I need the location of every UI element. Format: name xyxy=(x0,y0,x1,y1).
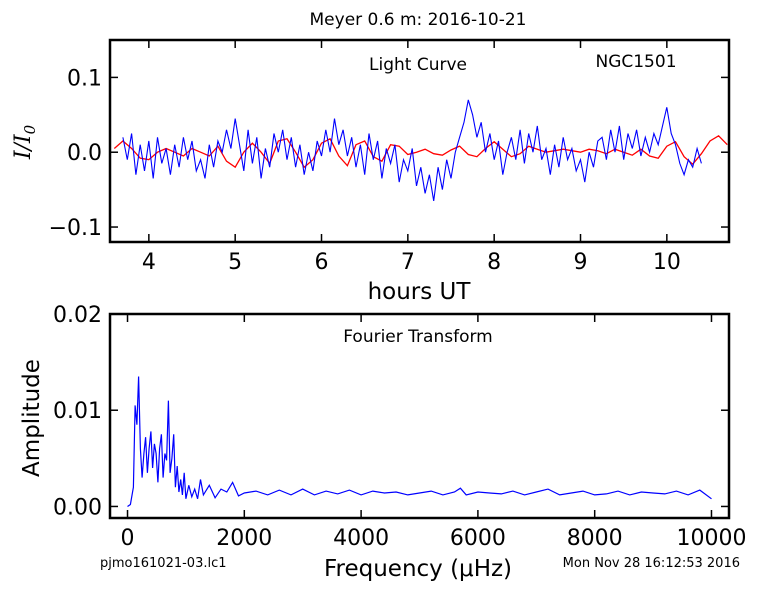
fourier-panel: 0 2000 4000 6000 8000 10000 0.00 0.01 0.02 Fouri… xyxy=(19,303,746,582)
x-tick-label: 5 xyxy=(228,250,242,275)
fourier-xlabel: Frequency (μHz) xyxy=(324,556,512,582)
y-tick-label: 0.02 xyxy=(53,303,102,328)
x-tick-label: 4 xyxy=(142,250,156,275)
figure-title: Meyer 0.6 m: 2016-10-21 xyxy=(310,10,527,30)
y-tick-label: 0.0 xyxy=(67,141,102,166)
y-tick-label: 0.00 xyxy=(53,495,102,520)
x-tick-label: 10000 xyxy=(676,526,746,551)
light-curve-ylabel: I/I0 xyxy=(11,124,39,160)
x-tick-label: 6000 xyxy=(450,526,506,551)
y-tick-label: 0.01 xyxy=(53,399,102,424)
light-curve-title: Light Curve xyxy=(369,55,467,75)
x-tick-label: 4000 xyxy=(333,526,389,551)
model-curve xyxy=(113,134,728,169)
x-tick-label: 8000 xyxy=(567,526,623,551)
object-label: NGC1501 xyxy=(595,52,676,72)
x-tick-label: 7 xyxy=(401,250,415,275)
fourier-title: Fourier Transform xyxy=(343,327,492,347)
x-tick-label: 8 xyxy=(487,250,501,275)
light-curve-panel: 4 5 6 7 8 9 10 −0.1 0.0 0.1 Light Curve NGC1501 h… xyxy=(11,38,731,305)
fourier-ylabel: Amplitude xyxy=(19,359,45,477)
light-curve-ticks: 4 5 6 7 8 9 10 −0.1 0.0 0.1 xyxy=(49,40,729,275)
x-tick-label: 6 xyxy=(315,250,329,275)
light-curve-series xyxy=(122,99,702,201)
x-tick-label: 2000 xyxy=(216,526,272,551)
y-tick-label: 0.1 xyxy=(67,66,102,91)
x-tick-label: 0 xyxy=(121,526,135,551)
x-tick-label: 10 xyxy=(653,250,681,275)
source-file-label: pjmo161021-03.lc1 xyxy=(100,556,227,571)
light-curve-frame xyxy=(108,38,731,244)
light-curve-xlabel: hours UT xyxy=(368,279,472,305)
x-tick-label: 9 xyxy=(574,250,588,275)
y-tick-label: −0.1 xyxy=(49,216,102,241)
fourier-ticks: 0 2000 4000 6000 8000 10000 0.00 0.01 0.02 xyxy=(53,303,746,551)
timestamp-label: Mon Nov 28 16:12:53 2016 xyxy=(563,556,740,571)
fourier-frame xyxy=(108,312,731,520)
amplitude-spectrum xyxy=(127,376,712,507)
